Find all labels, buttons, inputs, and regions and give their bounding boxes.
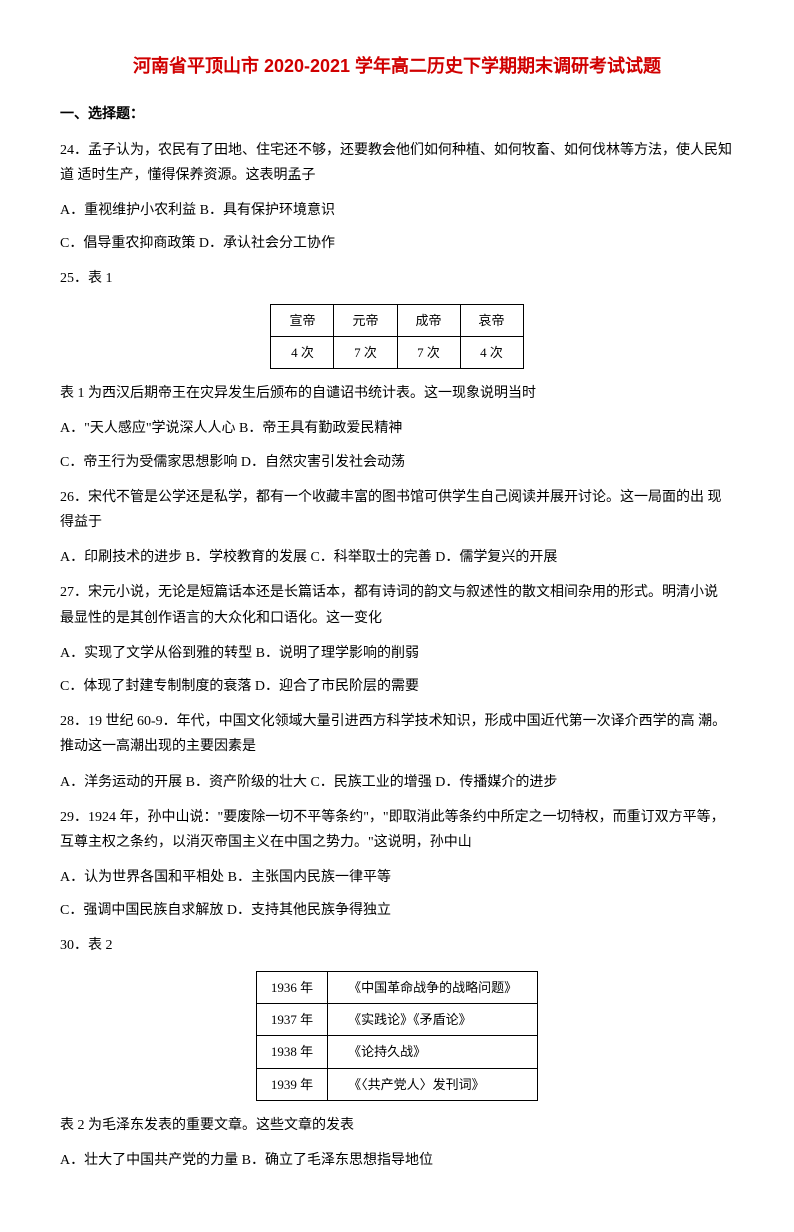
question-24-options-ab: A．重视维护小农利益 B．具有保护环境意识	[60, 198, 734, 223]
question-26-options: A．印刷技术的进步 B．学校教育的发展 C．科举取士的完善 D．儒学复兴的开展	[60, 545, 734, 570]
question-30-stem: 30．表 2	[60, 933, 734, 958]
question-24-stem: 24．孟子认为，农民有了田地、住宅还不够，还要教会他们如何种植、如何牧畜、如何伐…	[60, 138, 734, 188]
table-cell: 1938 年	[256, 1036, 327, 1068]
table-row: 4 次 7 次 7 次 4 次	[271, 336, 523, 368]
question-27-options-cd: C．体现了封建专制制度的衰落 D．迎合了市民阶层的需要	[60, 674, 734, 699]
table-row: 1936 年 《中国革命战争的战略问题》	[256, 971, 537, 1003]
table-row: 宣帝 元帝 成帝 哀帝	[271, 304, 523, 336]
table-cell: 《实践论》《矛盾论》	[328, 1004, 538, 1036]
table-cell: 7 次	[334, 336, 397, 368]
question-27-stem: 27．宋元小说，无论是短篇话本还是长篇话本，都有诗词的韵文与叙述性的散文相间杂用…	[60, 580, 734, 630]
table-cell: 1936 年	[256, 971, 327, 1003]
table-cell: 《中国革命战争的战略问题》	[328, 971, 538, 1003]
question-28-stem: 28．19 世纪 60-9．年代，中国文化领域大量引进西方科学技术知识，形成中国…	[60, 709, 734, 759]
question-29-stem: 29．1924 年，孙中山说："要废除一切不平等条约"，"即取消此等条约中所定之…	[60, 805, 734, 855]
table-row: 1938 年 《论持久战》	[256, 1036, 537, 1068]
table-cell: 《〈共产党人〉发刊词》	[328, 1068, 538, 1100]
section-heading: 一、选择题：	[60, 102, 734, 127]
table-cell: 哀帝	[460, 304, 523, 336]
question-27-options-ab: A．实现了文学从俗到雅的转型 B．说明了理学影响的削弱	[60, 641, 734, 666]
question-25-stem: 25．表 1	[60, 266, 734, 291]
question-28-options: A．洋务运动的开展 B．资产阶级的壮大 C．民族工业的增强 D．传播媒介的进步	[60, 770, 734, 795]
question-29-options-ab: A．认为世界各国和平相处 B．主张国内民族一律平等	[60, 865, 734, 890]
question-24-options-cd: C．倡导重农抑商政策 D．承认社会分工协作	[60, 231, 734, 256]
table-cell: 1937 年	[256, 1004, 327, 1036]
table-cell: 1939 年	[256, 1068, 327, 1100]
question-26-stem: 26．宋代不管是公学还是私学，都有一个收藏丰富的图书馆可供学生自己阅读并展开讨论…	[60, 485, 734, 535]
table-1: 宣帝 元帝 成帝 哀帝 4 次 7 次 7 次 4 次	[270, 304, 523, 370]
table-2: 1936 年 《中国革命战争的战略问题》 1937 年 《实践论》《矛盾论》 1…	[256, 971, 538, 1102]
table-row: 1939 年 《〈共产党人〉发刊词》	[256, 1068, 537, 1100]
question-25-options-cd: C．帝王行为受儒家思想影响 D．自然灾害引发社会动荡	[60, 450, 734, 475]
page-title: 河南省平顶山市 2020-2021 学年高二历史下学期期末调研考试试题	[60, 50, 734, 82]
table-cell: 《论持久战》	[328, 1036, 538, 1068]
table-cell: 7 次	[397, 336, 460, 368]
question-25-after: 表 1 为西汉后期帝王在灾异发生后颁布的自谴诏书统计表。这一现象说明当时	[60, 381, 734, 406]
table-cell: 宣帝	[271, 304, 334, 336]
table-cell: 4 次	[271, 336, 334, 368]
table-cell: 成帝	[397, 304, 460, 336]
table-row: 1937 年 《实践论》《矛盾论》	[256, 1004, 537, 1036]
question-29-options-cd: C．强调中国民族自求解放 D．支持其他民族争得独立	[60, 898, 734, 923]
question-25-options-ab: A．"天人感应"学说深人人心 B．帝王具有勤政爱民精神	[60, 416, 734, 441]
table-cell: 4 次	[460, 336, 523, 368]
question-30-after: 表 2 为毛泽东发表的重要文章。这些文章的发表	[60, 1113, 734, 1138]
question-30-options-ab: A．壮大了中国共产党的力量 B．确立了毛泽东思想指导地位	[60, 1148, 734, 1173]
table-cell: 元帝	[334, 304, 397, 336]
